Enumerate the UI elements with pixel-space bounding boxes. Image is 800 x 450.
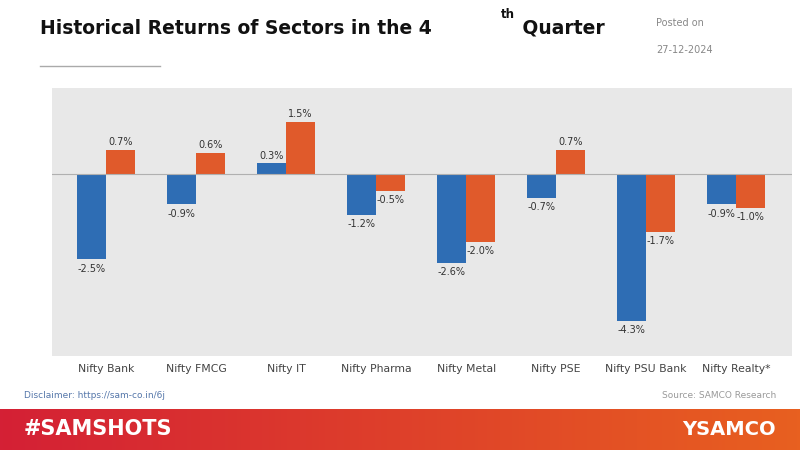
Bar: [78, 174, 106, 259]
Text: -1.0%: -1.0%: [737, 212, 765, 222]
Text: Quarter: Quarter: [516, 19, 605, 38]
Bar: [167, 174, 196, 204]
Text: -2.0%: -2.0%: [466, 246, 494, 256]
Bar: [736, 174, 765, 208]
Text: -2.6%: -2.6%: [438, 267, 466, 277]
Bar: [347, 174, 376, 215]
Text: YSAMCO: YSAMCO: [682, 420, 776, 439]
Text: Historical Returns of Sectors in the 4: Historical Returns of Sectors in the 4: [40, 19, 432, 38]
Bar: [258, 163, 286, 174]
Bar: [376, 174, 405, 191]
Text: Posted on: Posted on: [656, 18, 704, 28]
Bar: [556, 149, 585, 174]
Text: -0.9%: -0.9%: [168, 209, 195, 219]
Text: 0.6%: 0.6%: [198, 140, 222, 150]
Text: Source: SAMCO Research: Source: SAMCO Research: [662, 392, 776, 400]
Text: 27-12-2024: 27-12-2024: [656, 45, 713, 55]
Bar: [527, 174, 556, 198]
Bar: [707, 174, 736, 204]
Text: #SAMSHOTS: #SAMSHOTS: [24, 419, 173, 439]
Text: -0.7%: -0.7%: [528, 202, 556, 211]
Text: 0.7%: 0.7%: [558, 137, 582, 147]
Legend: 10 Year Average, 15 Year Average: 10 Year Average, 15 Year Average: [302, 411, 542, 430]
Text: -2.5%: -2.5%: [78, 264, 106, 274]
Text: Returns (In %): Returns (In %): [355, 103, 445, 116]
Text: Disclaimer: https://sam-co.in/6j: Disclaimer: https://sam-co.in/6j: [24, 392, 165, 400]
Bar: [618, 174, 646, 321]
Bar: [646, 174, 675, 232]
Bar: [438, 174, 466, 263]
Text: -1.7%: -1.7%: [646, 236, 674, 246]
Text: 0.3%: 0.3%: [259, 150, 284, 161]
Text: -0.9%: -0.9%: [708, 209, 736, 219]
Text: -0.5%: -0.5%: [377, 195, 405, 205]
Text: -1.2%: -1.2%: [348, 219, 376, 229]
Bar: [466, 174, 495, 242]
Bar: [196, 153, 225, 174]
Bar: [106, 149, 135, 174]
Text: th: th: [501, 8, 515, 21]
Text: -4.3%: -4.3%: [618, 325, 646, 335]
Bar: [286, 122, 315, 174]
Text: 1.5%: 1.5%: [288, 109, 313, 119]
Text: 0.7%: 0.7%: [108, 137, 133, 147]
